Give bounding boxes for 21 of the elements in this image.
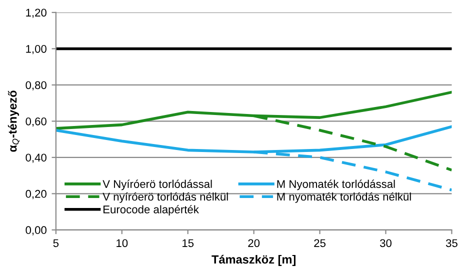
y-tick-label: 0,60 [26, 117, 46, 127]
legend-label: V nyíróerö torlódás nélkül [102, 192, 228, 203]
y-tick-label: 1,00 [26, 44, 46, 54]
x-tick-label: 15 [182, 239, 194, 248]
x-axis-title: Támaszköz [m] [212, 254, 296, 266]
x-tick-label: 20 [248, 239, 260, 248]
x-tick-label: 10 [116, 239, 128, 248]
y-tick-label: 1,20 [26, 8, 46, 18]
x-tick-label: 5 [53, 239, 59, 248]
y-tick-label: 0,20 [26, 190, 46, 200]
legend-label: V Nyíróerö torlódással [102, 180, 212, 190]
x-tick-label: 25 [314, 239, 326, 248]
y-axis-title: α$_{Q}$-tényező [8, 90, 20, 152]
legend-label: Eurocode alapérték [104, 205, 199, 216]
y-tick-label: 0,40 [26, 154, 46, 163]
y-tick-label: 0,00 [26, 226, 46, 236]
x-tick-label: 35 [446, 239, 458, 248]
legend-label: M Nyomaték torlódással [277, 180, 395, 190]
legend-label: M nyomaték torlódás nélkül [277, 192, 411, 203]
y-tick-label: 0,80 [26, 81, 46, 90]
x-tick-label: 30 [380, 239, 392, 248]
